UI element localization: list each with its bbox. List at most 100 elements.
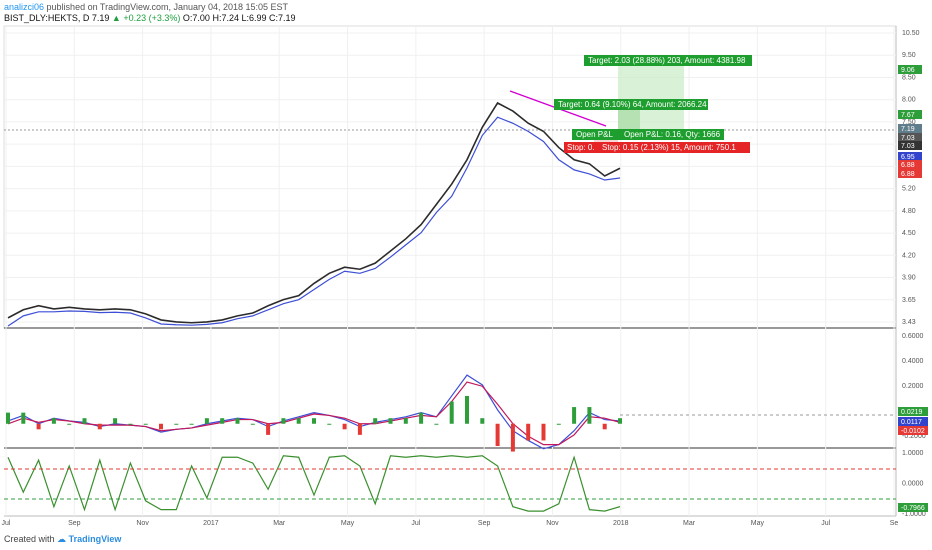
publish-info: published on TradingView.com, January 04… xyxy=(46,2,289,12)
macd-tick-label: 0.4000 xyxy=(902,358,924,365)
stop-box xyxy=(564,142,750,153)
macd-hist-bar xyxy=(541,423,546,441)
time-tick-label: May xyxy=(341,520,355,527)
price-tag-bg xyxy=(898,65,922,74)
macd-tag-bg xyxy=(898,417,928,426)
open-pl-label: Open P&L: 0.16, Qty: 1666 xyxy=(624,130,721,139)
price-tag-bg xyxy=(898,110,922,119)
price-tag-bg xyxy=(898,169,922,178)
osc-tick-label: -1.0000 xyxy=(902,511,926,518)
macd-tick-label: 0.2000 xyxy=(902,383,924,390)
price-tick-label: 4.20 xyxy=(902,252,916,259)
macd-hist-bar xyxy=(327,423,332,425)
price-tick-label: 8.50 xyxy=(902,74,916,81)
price-tick-label: 8.00 xyxy=(902,97,916,104)
macd-hist-bar xyxy=(235,418,240,424)
macd-hist-bar xyxy=(465,395,469,424)
price-tag-bg xyxy=(898,160,922,169)
macd-hist-bar xyxy=(572,407,577,424)
symbol-name: BIST_DLY:HEKTS, D xyxy=(4,13,90,23)
publish-line: analizci06 published on TradingView.com,… xyxy=(4,2,288,13)
macd-tick-label: -0.2000 xyxy=(902,433,926,440)
macd-hist-bar xyxy=(480,418,485,424)
macd-hist-bar xyxy=(97,423,102,430)
macd-tick-label: 0.6000 xyxy=(902,333,924,340)
tradingview-logo-icon: ☁ xyxy=(57,534,67,544)
macd-hist-bar xyxy=(587,407,592,424)
macd-hist-bar xyxy=(510,423,515,452)
price-series-0 xyxy=(7,101,621,324)
price-tag: 7.67 xyxy=(901,112,915,119)
macd-hist-bar xyxy=(82,418,87,424)
macd-hist-bar xyxy=(296,418,301,424)
macd-hist-bar xyxy=(113,418,118,424)
price-change: +0.23 (+3.3%) xyxy=(123,13,181,23)
macd-hist-bar xyxy=(449,401,454,424)
oscillator-series xyxy=(7,455,621,512)
time-tick-label: Mar xyxy=(683,520,696,527)
price-tag: 6.95 xyxy=(901,154,915,161)
time-tick-label: Se xyxy=(890,520,899,527)
created-with: Created with xyxy=(4,534,55,544)
macd-hist-bar xyxy=(312,418,316,424)
macd-hist-bar xyxy=(266,423,271,435)
last-price: 7.19 xyxy=(91,13,110,23)
target-small-box xyxy=(554,99,708,110)
target-small-label: Target: 0.64 (9.10%) 64, Amount: 2066.24 xyxy=(558,100,707,109)
macd-tag: 0.0219 xyxy=(901,409,923,416)
price-tick-label: 4.80 xyxy=(902,208,916,215)
price-tick-label: 3.43 xyxy=(902,319,916,326)
macd-tag-bg xyxy=(898,426,928,435)
price-tag-bg xyxy=(898,152,922,161)
price-tick-label: 7.50 xyxy=(902,119,916,126)
macd-hist-bar xyxy=(281,418,286,424)
macd-hist-bar xyxy=(143,423,148,425)
time-tick-label: Jul xyxy=(411,520,420,527)
time-tick-label: Nov xyxy=(136,520,149,527)
time-tick-label: 2018 xyxy=(613,520,629,527)
price-tick-label: 5.20 xyxy=(902,186,916,193)
macd-hist-bar xyxy=(6,412,10,424)
osc-tag: -0.7966 xyxy=(901,505,925,512)
price-tag: 7.03 xyxy=(901,143,915,150)
macd-hist-bar xyxy=(220,418,225,424)
footer: Created with ☁ TradingView xyxy=(4,534,121,545)
price-panel-frame xyxy=(3,25,897,329)
macd-tag: -0.0102 xyxy=(901,428,925,435)
macd-hist-bar xyxy=(342,423,347,430)
price-tick-label: 9.50 xyxy=(902,52,916,59)
time-tick-label: Mar xyxy=(273,520,286,527)
macd-hist-bar xyxy=(434,423,439,425)
macd-hist-bar xyxy=(495,423,500,446)
price-tag-bg xyxy=(898,141,922,150)
author-link[interactable]: analizci06 xyxy=(4,2,45,12)
price-tag-bg xyxy=(898,124,922,133)
price-tag: 7.03 xyxy=(901,135,915,142)
macd-hist-bar xyxy=(373,418,378,424)
osc-tick-label: 1.0000 xyxy=(902,450,924,457)
macd-hist-bar xyxy=(189,423,194,425)
price-tick-label: 3.65 xyxy=(902,297,916,304)
target-zone-small xyxy=(618,108,640,130)
price-tag: 9.06 xyxy=(901,67,915,74)
target-large-box xyxy=(584,55,752,66)
open-pl-short-label: Open P&L xyxy=(576,130,613,139)
macd-hist-bar xyxy=(174,423,179,425)
macd-hist-bar xyxy=(618,418,622,424)
macd-hist-bar xyxy=(67,423,72,425)
macd-hist-bar xyxy=(204,418,209,424)
footer-brand[interactable]: TradingView xyxy=(68,534,122,544)
time-tick-label: Jul xyxy=(2,520,11,527)
price-tag: 7.19 xyxy=(901,126,915,133)
time-tick-label: 2017 xyxy=(203,520,219,527)
price-tag: 6.88 xyxy=(901,171,915,178)
macd-hist-bar xyxy=(159,423,163,430)
stop-short-label: Stop: 0. xyxy=(567,143,595,152)
up-arrow-icon: ▲ xyxy=(111,13,121,23)
macd-hist-bar xyxy=(602,423,607,430)
ohlc-values: O:7.00 H:7.24 L:6.99 C:7.19 xyxy=(182,13,296,23)
price-tick-label: 3.90 xyxy=(902,275,916,282)
stop-label: Stop: 0.15 (2.13%) 15, Amount: 750.1 xyxy=(602,143,736,152)
macd-tag: 0.0117 xyxy=(901,419,922,426)
